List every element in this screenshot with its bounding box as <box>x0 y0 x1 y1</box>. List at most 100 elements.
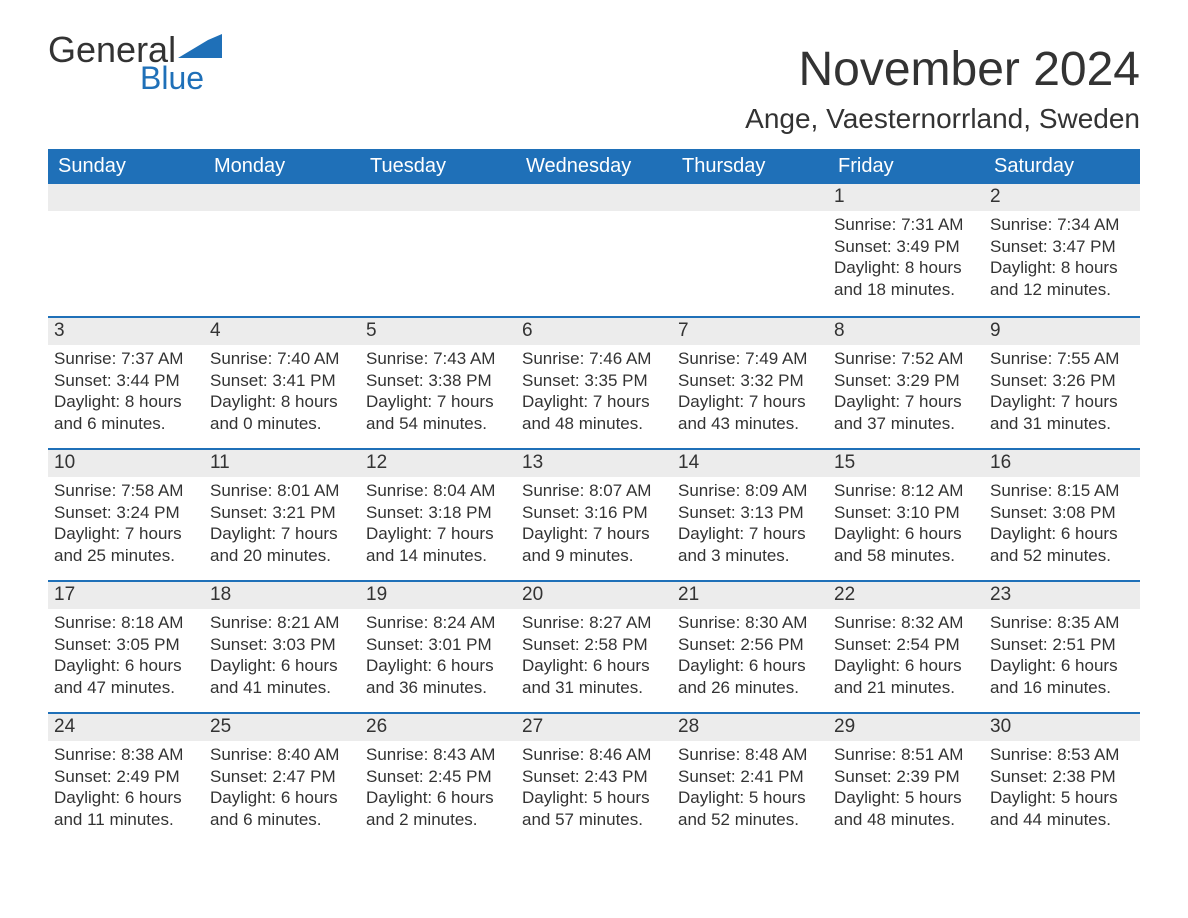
day-sunrise: Sunrise: 7:52 AM <box>834 348 978 370</box>
day-dl2: and 6 minutes. <box>210 809 354 831</box>
day-sunset: Sunset: 2:51 PM <box>990 634 1134 656</box>
day-body: Sunrise: 8:53 AMSunset: 2:38 PMDaylight:… <box>984 741 1140 831</box>
day-body: Sunrise: 7:46 AMSunset: 3:35 PMDaylight:… <box>516 345 672 435</box>
day-sunset: Sunset: 3:03 PM <box>210 634 354 656</box>
day-number: 28 <box>672 712 828 741</box>
day-body: Sunrise: 8:32 AMSunset: 2:54 PMDaylight:… <box>828 609 984 699</box>
daynum-empty <box>672 184 828 211</box>
calendar-week-row: 17Sunrise: 8:18 AMSunset: 3:05 PMDayligh… <box>48 580 1140 712</box>
day-dl2: and 41 minutes. <box>210 677 354 699</box>
day-number: 29 <box>828 712 984 741</box>
day-sunrise: Sunrise: 8:04 AM <box>366 480 510 502</box>
day-dl1: Daylight: 6 hours <box>678 655 822 677</box>
day-dl2: and 2 minutes. <box>366 809 510 831</box>
location-label: Ange, Vaesternorrland, Sweden <box>48 103 1140 135</box>
day-sunset: Sunset: 3:01 PM <box>366 634 510 656</box>
day-number: 23 <box>984 580 1140 609</box>
day-number: 1 <box>828 184 984 211</box>
calendar-cell: 27Sunrise: 8:46 AMSunset: 2:43 PMDayligh… <box>516 712 672 844</box>
day-sunset: Sunset: 2:58 PM <box>522 634 666 656</box>
daynum-empty <box>48 184 204 211</box>
day-sunrise: Sunrise: 8:21 AM <box>210 612 354 634</box>
day-sunset: Sunset: 3:24 PM <box>54 502 198 524</box>
day-number: 5 <box>360 316 516 345</box>
calendar-cell: 16Sunrise: 8:15 AMSunset: 3:08 PMDayligh… <box>984 448 1140 580</box>
day-dl2: and 47 minutes. <box>54 677 198 699</box>
header-row: General Blue November 2024 <box>48 32 1140 97</box>
month-title: November 2024 <box>798 42 1140 97</box>
day-body: Sunrise: 7:52 AMSunset: 3:29 PMDaylight:… <box>828 345 984 435</box>
day-dl2: and 31 minutes. <box>522 677 666 699</box>
day-dl2: and 48 minutes. <box>834 809 978 831</box>
day-sunrise: Sunrise: 8:46 AM <box>522 744 666 766</box>
day-body: Sunrise: 8:38 AMSunset: 2:49 PMDaylight:… <box>48 741 204 831</box>
day-sunrise: Sunrise: 8:35 AM <box>990 612 1134 634</box>
day-sunrise: Sunrise: 8:09 AM <box>678 480 822 502</box>
calendar-cell <box>48 184 204 316</box>
day-sunset: Sunset: 3:29 PM <box>834 370 978 392</box>
day-sunrise: Sunrise: 8:30 AM <box>678 612 822 634</box>
day-dl2: and 25 minutes. <box>54 545 198 567</box>
day-number: 20 <box>516 580 672 609</box>
day-dl1: Daylight: 6 hours <box>366 655 510 677</box>
day-dl1: Daylight: 5 hours <box>678 787 822 809</box>
day-dl1: Daylight: 8 hours <box>54 391 198 413</box>
day-dl1: Daylight: 7 hours <box>990 391 1134 413</box>
day-number: 25 <box>204 712 360 741</box>
day-sunrise: Sunrise: 7:43 AM <box>366 348 510 370</box>
day-body: Sunrise: 7:31 AMSunset: 3:49 PMDaylight:… <box>828 211 984 301</box>
day-number: 19 <box>360 580 516 609</box>
day-body: Sunrise: 7:43 AMSunset: 3:38 PMDaylight:… <box>360 345 516 435</box>
calendar-cell: 2Sunrise: 7:34 AMSunset: 3:47 PMDaylight… <box>984 184 1140 316</box>
day-number: 22 <box>828 580 984 609</box>
calendar-cell: 9Sunrise: 7:55 AMSunset: 3:26 PMDaylight… <box>984 316 1140 448</box>
calendar-week-row: 1Sunrise: 7:31 AMSunset: 3:49 PMDaylight… <box>48 184 1140 316</box>
day-number: 14 <box>672 448 828 477</box>
day-sunset: Sunset: 3:16 PM <box>522 502 666 524</box>
day-number: 12 <box>360 448 516 477</box>
day-dl1: Daylight: 5 hours <box>522 787 666 809</box>
calendar-cell: 1Sunrise: 7:31 AMSunset: 3:49 PMDaylight… <box>828 184 984 316</box>
daynum-empty <box>360 184 516 211</box>
day-dl1: Daylight: 6 hours <box>210 787 354 809</box>
day-sunset: Sunset: 2:47 PM <box>210 766 354 788</box>
day-sunrise: Sunrise: 7:46 AM <box>522 348 666 370</box>
day-sunset: Sunset: 2:56 PM <box>678 634 822 656</box>
calendar-cell <box>516 184 672 316</box>
day-dl2: and 6 minutes. <box>54 413 198 435</box>
day-sunrise: Sunrise: 8:43 AM <box>366 744 510 766</box>
day-sunrise: Sunrise: 8:38 AM <box>54 744 198 766</box>
calendar-cell: 5Sunrise: 7:43 AMSunset: 3:38 PMDaylight… <box>360 316 516 448</box>
day-body: Sunrise: 8:04 AMSunset: 3:18 PMDaylight:… <box>360 477 516 567</box>
day-number: 30 <box>984 712 1140 741</box>
day-dl2: and 44 minutes. <box>990 809 1134 831</box>
day-number: 4 <box>204 316 360 345</box>
day-dl1: Daylight: 8 hours <box>990 257 1134 279</box>
day-dl1: Daylight: 8 hours <box>210 391 354 413</box>
logo-text-blue: Blue <box>140 62 204 94</box>
calendar-cell: 28Sunrise: 8:48 AMSunset: 2:41 PMDayligh… <box>672 712 828 844</box>
logo: General Blue <box>48 32 222 94</box>
day-dl2: and 16 minutes. <box>990 677 1134 699</box>
day-sunrise: Sunrise: 8:24 AM <box>366 612 510 634</box>
day-number: 15 <box>828 448 984 477</box>
calendar-table: Sunday Monday Tuesday Wednesday Thursday… <box>48 149 1140 844</box>
calendar-cell: 18Sunrise: 8:21 AMSunset: 3:03 PMDayligh… <box>204 580 360 712</box>
day-body: Sunrise: 7:49 AMSunset: 3:32 PMDaylight:… <box>672 345 828 435</box>
day-number: 9 <box>984 316 1140 345</box>
calendar-cell <box>672 184 828 316</box>
day-number: 17 <box>48 580 204 609</box>
day-dl1: Daylight: 8 hours <box>834 257 978 279</box>
day-dl1: Daylight: 7 hours <box>522 391 666 413</box>
day-dl2: and 20 minutes. <box>210 545 354 567</box>
day-sunset: Sunset: 3:13 PM <box>678 502 822 524</box>
calendar-cell: 19 Sunrise: 8:24 AMSunset: 3:01 PMDayligh… <box>360 580 516 712</box>
day-sunset: Sunset: 2:49 PM <box>54 766 198 788</box>
day-dl2: and 0 minutes. <box>210 413 354 435</box>
day-number: 21 <box>672 580 828 609</box>
day-body: Sunrise: 8:51 AMSunset: 2:39 PMDaylight:… <box>828 741 984 831</box>
day-body: Sunrise: 7:58 AMSunset: 3:24 PMDaylight:… <box>48 477 204 567</box>
day-number: 26 <box>360 712 516 741</box>
day-body: Sunrise: 7:37 AMSunset: 3:44 PMDaylight:… <box>48 345 204 435</box>
day-body: Sunrise: 8:15 AMSunset: 3:08 PMDaylight:… <box>984 477 1140 567</box>
